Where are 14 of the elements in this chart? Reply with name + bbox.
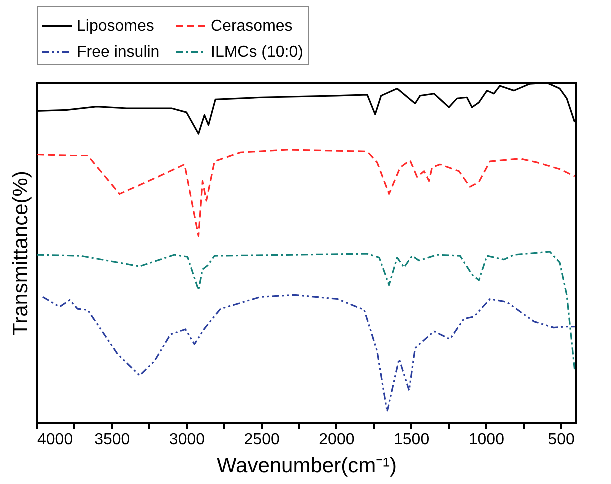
x-tick-label: 500 [548,432,575,448]
x-tick-label: 4000 [38,432,74,448]
legend-label: Liposomes [77,18,154,35]
x-tick-label: 1000 [468,432,505,448]
legend-label: Free insulin [77,44,160,61]
x-tick-label: 2000 [319,432,355,448]
x-tick-label: 1500 [394,432,430,448]
x-axis-title: Wavenumber(cm⁻¹) [216,454,398,478]
x-tick-label: 2500 [244,432,280,448]
y-axis-title: Transmittance(%) [10,171,32,336]
x-tick-label: 3000 [169,432,206,448]
legend-label: Cerasomes [211,18,293,35]
legend-label: ILMCs (10:0) [211,44,304,61]
x-tick-label: 3500 [94,432,130,448]
